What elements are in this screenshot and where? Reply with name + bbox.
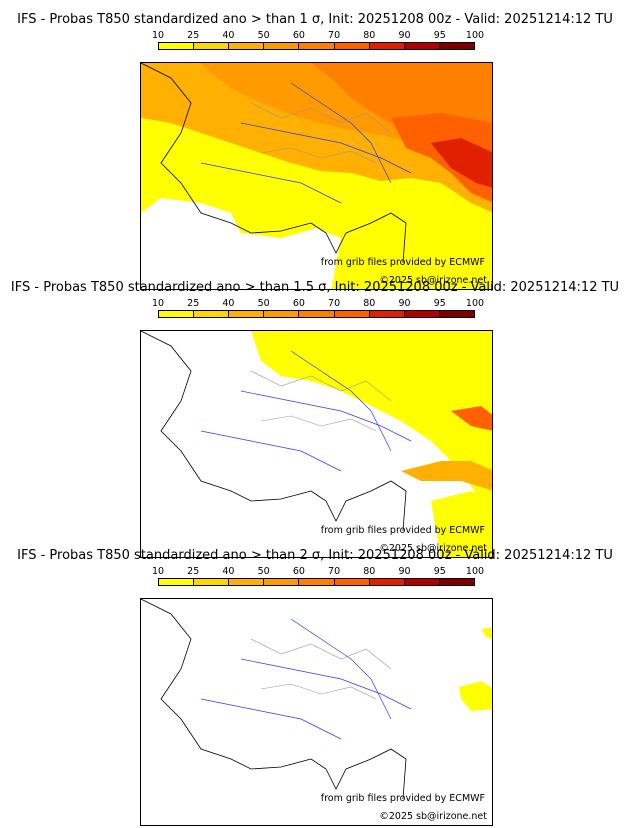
colorbar-segment bbox=[404, 311, 440, 317]
probability-map: from grib files provided by ECMWF ©2025 … bbox=[140, 598, 493, 826]
colorbar-tick-label: 40 bbox=[222, 566, 235, 577]
colorbar-segment bbox=[334, 579, 370, 585]
colorbar-tick-label: 25 bbox=[187, 298, 200, 309]
colorbar-segment bbox=[264, 579, 300, 585]
colorbar-labels: 10 25 40 50 60 70 80 90 95 100 bbox=[152, 298, 484, 310]
colorbar-segment bbox=[334, 43, 370, 49]
colorbar-tick-label: 100 bbox=[465, 566, 485, 577]
colorbar-segment bbox=[299, 311, 335, 317]
panel-title: IFS - Probas T850 standardized ano > tha… bbox=[10, 280, 620, 295]
colorbar-tick-label: 90 bbox=[398, 566, 411, 577]
colorbar-segment bbox=[439, 43, 474, 49]
probability-map: from grib files provided by ECMWF ©2025 … bbox=[140, 62, 493, 290]
colorbar-segment bbox=[194, 311, 230, 317]
colorbar-segment bbox=[439, 579, 474, 585]
colorbar-tick-label: 40 bbox=[222, 298, 235, 309]
colorbar-segment bbox=[229, 579, 265, 585]
colorbar-segment bbox=[264, 311, 300, 317]
copyright-credit: ©2025 sb@irizone.net bbox=[379, 275, 487, 286]
colorbar-tick-label: 50 bbox=[257, 298, 270, 309]
copyright-credit: ©2025 sb@irizone.net bbox=[379, 543, 487, 554]
map-panel-2: IFS - Probas T850 standardized ano > tha… bbox=[0, 280, 630, 558]
colorbar-tick-label: 50 bbox=[257, 30, 270, 41]
colorbar-segment bbox=[404, 43, 440, 49]
colorbar-tick-label: 70 bbox=[328, 298, 341, 309]
colorbar-tick-label: 95 bbox=[433, 30, 446, 41]
colorbar-segment bbox=[439, 311, 474, 317]
colorbar-tick-label: 10 bbox=[151, 566, 165, 577]
probability-map: from grib files provided by ECMWF ©2025 … bbox=[140, 330, 493, 558]
colorbar-tick-label: 90 bbox=[398, 298, 411, 309]
panel-title: IFS - Probas T850 standardized ano > tha… bbox=[17, 548, 613, 563]
colorbar-segment bbox=[369, 311, 405, 317]
colorbar-tick-label: 80 bbox=[363, 30, 376, 41]
source-credit: from grib files provided by ECMWF bbox=[320, 257, 485, 268]
colorbar bbox=[158, 42, 475, 50]
colorbar-segment bbox=[264, 43, 300, 49]
colorbar-segment bbox=[159, 579, 195, 585]
colorbar-labels: 10 25 40 50 60 70 80 90 95 100 bbox=[152, 30, 484, 42]
colorbar-segment bbox=[369, 43, 405, 49]
source-credit: from grib files provided by ECMWF bbox=[320, 525, 485, 536]
colorbar-segment bbox=[299, 43, 335, 49]
colorbar-segment bbox=[229, 311, 265, 317]
colorbar-segment bbox=[159, 311, 195, 317]
map-panel-1: IFS - Probas T850 standardized ano > tha… bbox=[0, 12, 630, 290]
source-credit: from grib files provided by ECMWF bbox=[320, 793, 485, 804]
colorbar-segment bbox=[194, 579, 230, 585]
colorbar-segment bbox=[159, 43, 195, 49]
colorbar-segment bbox=[229, 43, 265, 49]
colorbar-tick-label: 95 bbox=[433, 298, 446, 309]
colorbar-tick-label: 40 bbox=[222, 30, 235, 41]
colorbar-tick-label: 50 bbox=[257, 566, 270, 577]
colorbar-tick-label: 70 bbox=[328, 566, 341, 577]
colorbar-tick-label: 100 bbox=[465, 298, 485, 309]
colorbar-labels: 10 25 40 50 60 70 80 90 95 100 bbox=[152, 566, 484, 578]
colorbar-segment bbox=[334, 311, 370, 317]
colorbar-tick-label: 60 bbox=[292, 566, 305, 577]
copyright-credit: ©2025 sb@irizone.net bbox=[379, 811, 487, 822]
colorbar-tick-label: 90 bbox=[398, 30, 411, 41]
colorbar-tick-label: 10 bbox=[151, 298, 165, 309]
colorbar-segment bbox=[404, 579, 440, 585]
colorbar-tick-label: 80 bbox=[363, 566, 376, 577]
colorbar-segment bbox=[369, 579, 405, 585]
map-panel-3: IFS - Probas T850 standardized ano > tha… bbox=[0, 548, 630, 826]
colorbar bbox=[158, 310, 475, 318]
colorbar-tick-label: 95 bbox=[433, 566, 446, 577]
colorbar-tick-label: 80 bbox=[363, 298, 376, 309]
colorbar-tick-label: 25 bbox=[187, 30, 200, 41]
colorbar-tick-label: 60 bbox=[292, 30, 305, 41]
colorbar-tick-label: 10 bbox=[151, 30, 165, 41]
colorbar-tick-label: 100 bbox=[465, 30, 485, 41]
colorbar-segment bbox=[194, 43, 230, 49]
colorbar-tick-label: 25 bbox=[187, 566, 200, 577]
panel-title: IFS - Probas T850 standardized ano > tha… bbox=[17, 12, 613, 27]
colorbar bbox=[158, 578, 475, 586]
colorbar-segment bbox=[299, 579, 335, 585]
colorbar-tick-label: 70 bbox=[328, 30, 341, 41]
colorbar-tick-label: 60 bbox=[292, 298, 305, 309]
